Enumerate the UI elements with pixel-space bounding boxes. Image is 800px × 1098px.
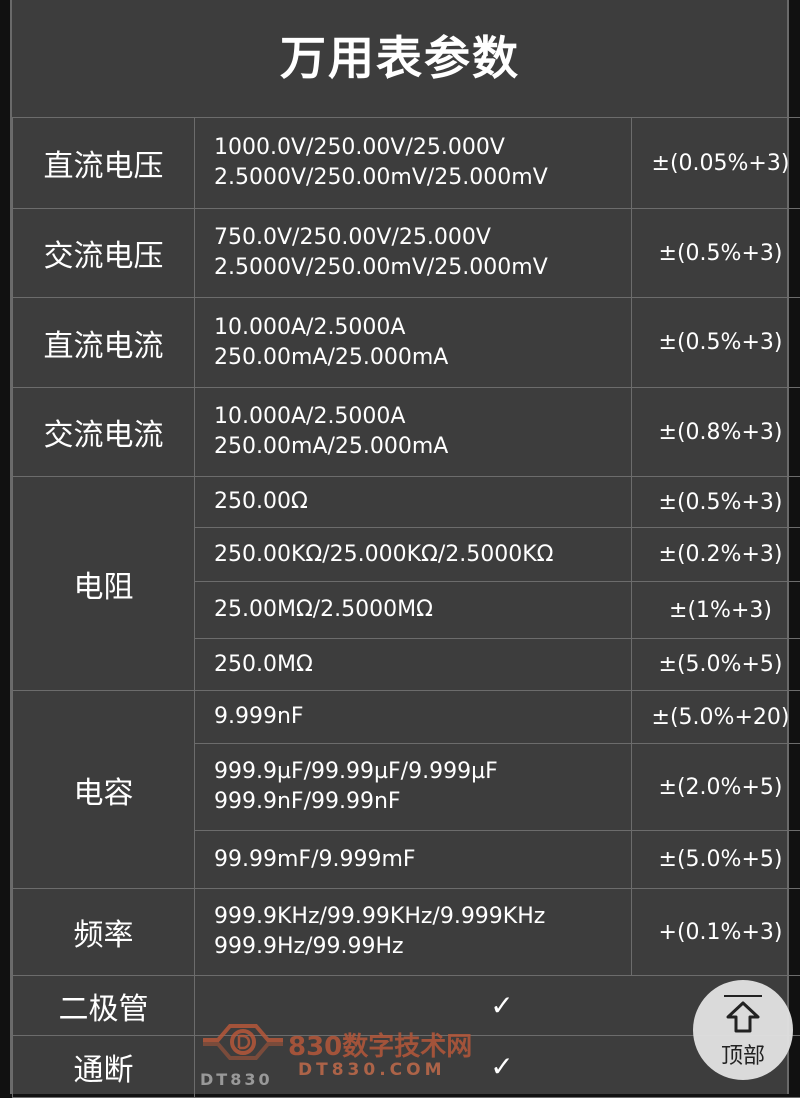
accuracy-cell: ±(5.0%+5): [632, 639, 800, 691]
accuracy-cell: ±(1%+3): [632, 582, 800, 639]
range-line: 999.9µF/99.99µF/9.999µF: [214, 757, 631, 787]
watermark: 830数字技术网 DT830.COM DT830: [198, 1016, 288, 1070]
range-line: 2.5000V/250.00mV/25.000mV: [214, 253, 631, 283]
range-cell: 250.00Ω: [195, 477, 632, 528]
range-cell: 250.0MΩ: [195, 639, 632, 691]
accuracy-cell: ±(0.5%+3): [632, 209, 800, 298]
accuracy-cell: ±(5.0%+20): [632, 691, 800, 744]
watermark-logo-text: DT830: [200, 1070, 273, 1089]
watermark-en: DT830.COM: [298, 1060, 446, 1080]
accuracy-cell: ±(2.0%+5): [632, 744, 800, 831]
watermark-logo-icon: [198, 1016, 288, 1066]
range-line: 999.9KHz/99.99KHz/9.999KHz: [214, 902, 631, 932]
range-cell: 99.99mF/9.999mF: [195, 831, 632, 889]
row-label: 交流电压: [13, 209, 195, 298]
row-label: 电阻: [13, 477, 195, 691]
range-line: 750.0V/250.00V/25.000V: [214, 223, 631, 253]
row-label: 频率: [13, 889, 195, 976]
range-line: 1000.0V/250.00V/25.000V: [214, 133, 631, 163]
watermark-cn: 830数字技术网: [288, 1026, 472, 1063]
row-label: 直流电压: [13, 118, 195, 209]
accuracy-cell: ±(0.5%+3): [632, 477, 800, 528]
top-bar-icon: [724, 995, 762, 997]
range-line: 250.00mA/25.000mA: [214, 432, 631, 462]
accuracy-cell: ±(0.2%+3): [632, 528, 800, 582]
page-title: 万用表参数: [0, 22, 800, 88]
back-to-top-button[interactable]: 顶部: [693, 980, 793, 1080]
row-label: 通断: [13, 1036, 195, 1098]
range-line: 999.9nF/99.99nF: [214, 787, 631, 817]
range-line: 10.000A/2.5000A: [214, 313, 631, 343]
row-label: 直流电流: [13, 298, 195, 388]
range-cell: 25.00MΩ/2.5000MΩ: [195, 582, 632, 639]
accuracy-cell: +(0.1%+3): [632, 889, 800, 976]
row-label: 二极管: [13, 976, 195, 1036]
accuracy-cell: ±(0.8%+3): [632, 388, 800, 477]
range-cell: 9.999nF: [195, 691, 632, 744]
range-line: 10.000A/2.5000A: [214, 402, 631, 432]
arrow-up-to-top-icon: [725, 1000, 761, 1034]
accuracy-cell: ±(5.0%+5): [632, 831, 800, 889]
accuracy-cell: ±(0.05%+3): [632, 118, 800, 209]
range-line: 999.9Hz/99.99Hz: [214, 932, 631, 962]
range-line: 2.5000V/250.00mV/25.000mV: [214, 163, 631, 193]
back-to-top-label: 顶部: [693, 1038, 793, 1070]
row-label: 交流电流: [13, 388, 195, 477]
table-row: 电阻 250.00Ω ±(0.5%+3): [13, 477, 800, 528]
accuracy-cell: ±(0.5%+3): [632, 298, 800, 388]
table-row: 电容 9.999nF ±(5.0%+20): [13, 691, 800, 744]
range-line: 250.00mA/25.000mA: [214, 343, 631, 373]
row-label: 电容: [13, 691, 195, 889]
range-cell: 250.00KΩ/25.000KΩ/2.5000KΩ: [195, 528, 632, 582]
